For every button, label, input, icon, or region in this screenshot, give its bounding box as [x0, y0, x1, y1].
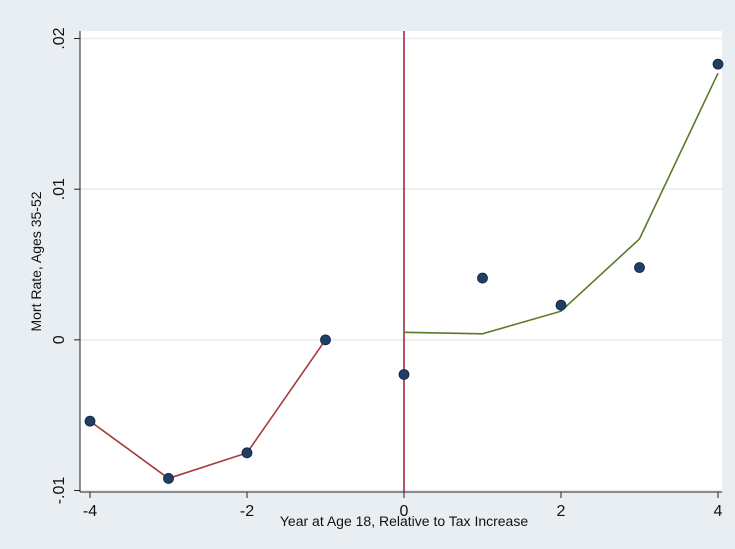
y-tick-label: -.01 [51, 477, 68, 505]
data-point [555, 299, 567, 311]
y-tick-label: .01 [51, 178, 68, 200]
series-layer [84, 31, 724, 492]
series-line [403, 72, 719, 335]
axes-layer: -.01 0 .01 .02 -4 -2 0 2 4 [51, 27, 723, 520]
data-point [398, 369, 410, 380]
y-tick-label: 0 [51, 335, 68, 344]
series-line [89, 339, 327, 480]
data-point [712, 58, 724, 70]
y-tick-label: .02 [51, 27, 68, 49]
x-tick-label: -2 [240, 503, 254, 520]
x-tick-label: 4 [714, 503, 723, 520]
grid-layer [80, 37, 722, 492]
x-tick-label: 2 [557, 503, 566, 520]
data-point [84, 415, 96, 427]
x-axis-label: Year at Age 18, Relative to Tax Increase [280, 513, 528, 529]
data-point [241, 447, 253, 459]
data-point [477, 272, 488, 284]
data-point [163, 473, 174, 484]
y-axis-label: Mort Rate, Ages 35-52 [28, 191, 44, 331]
x-tick-label: -4 [83, 503, 97, 520]
x-tick-label: 0 [400, 503, 409, 520]
data-point [320, 334, 331, 346]
plot-area [80, 31, 722, 492]
data-point [634, 262, 645, 273]
